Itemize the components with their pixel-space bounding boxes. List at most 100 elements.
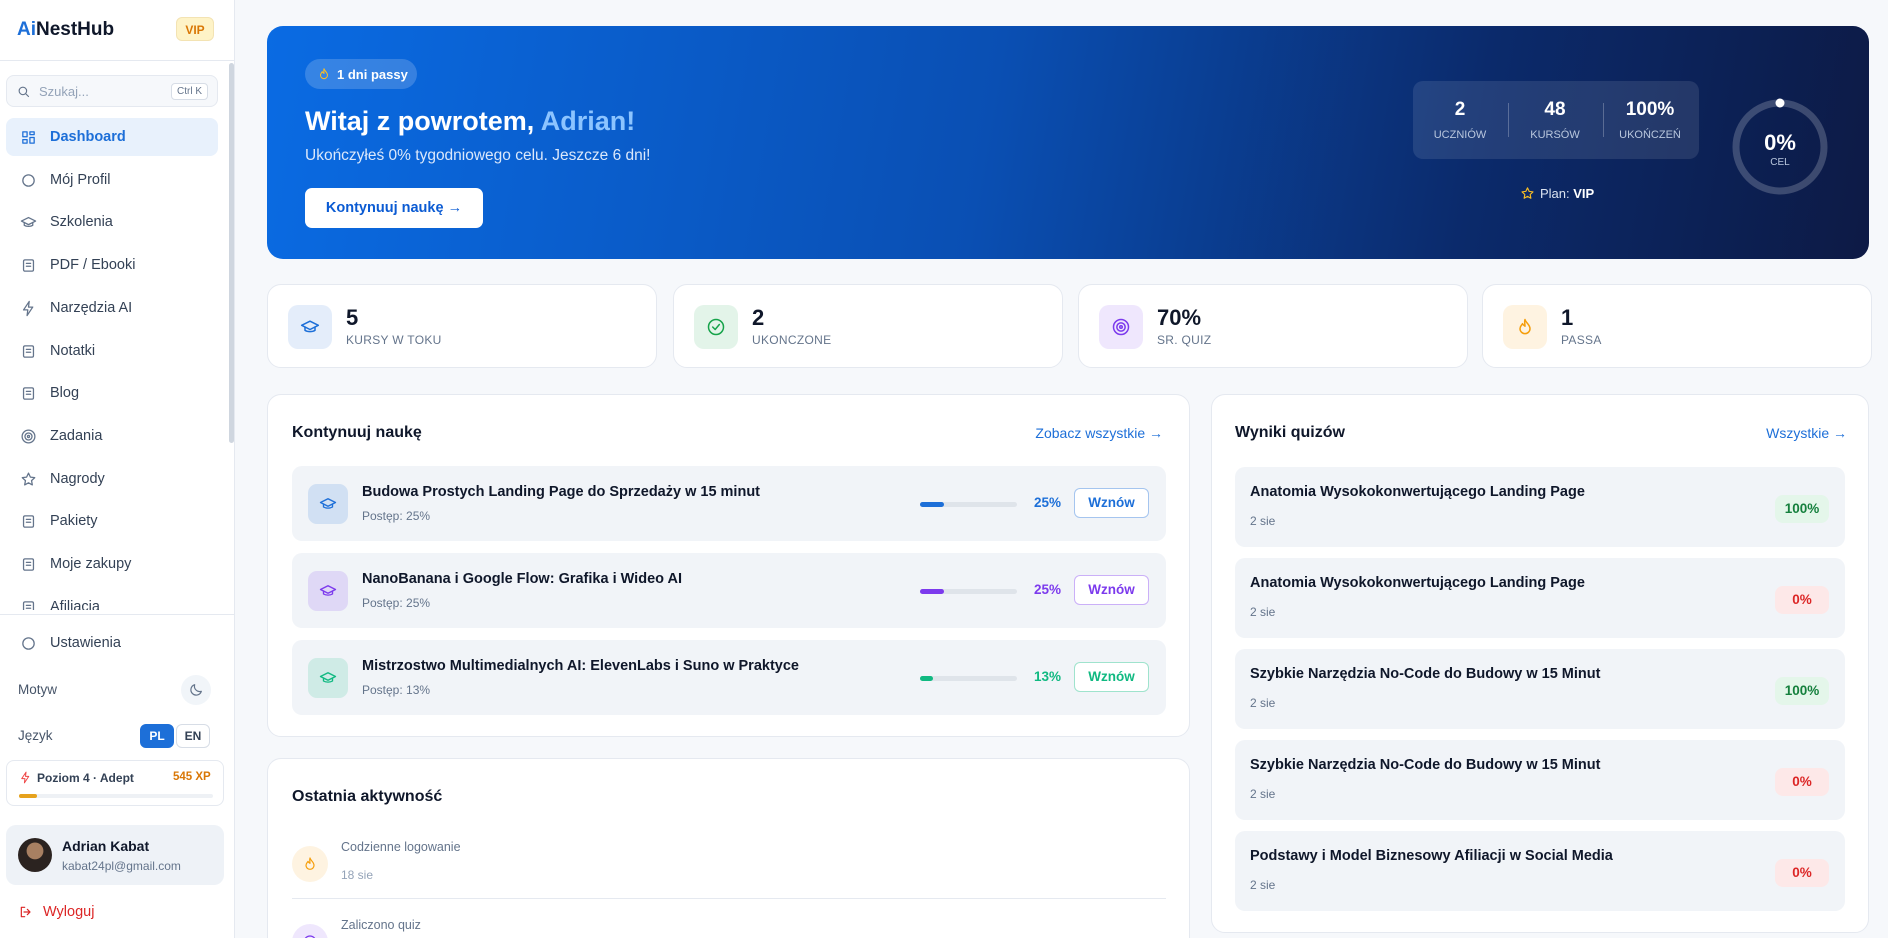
logo-ai: Ai: [17, 19, 36, 40]
panel-link[interactable]: Wszystkie →: [1766, 425, 1847, 441]
nav-item[interactable]: Szkolenia: [6, 203, 218, 241]
streak-badge: 1 dni passy: [305, 59, 417, 89]
stat-card: 2 UKONCZONE: [673, 284, 1063, 368]
stat-card: 70% SR. QUIZ: [1078, 284, 1468, 368]
panel-title: Wyniki quizów: [1235, 424, 1345, 441]
nav-label: Dashboard: [50, 129, 126, 145]
quiz-score: 0%: [1775, 859, 1829, 887]
progress-track: [920, 589, 1017, 594]
nav-icon: [20, 300, 37, 317]
stat-icon: [288, 305, 332, 349]
plan-icon-svg: [1521, 187, 1534, 199]
nav-icon: [20, 172, 37, 189]
course-row[interactable]: Budowa Prostych Landing Page do Sprzedaż…: [292, 466, 1166, 541]
resume-button[interactable]: Wznów: [1074, 575, 1149, 605]
nav-icon-svg: [22, 173, 35, 187]
nav-item[interactable]: Afiliacja: [6, 588, 218, 610]
hero-stat-value: 2: [1454, 99, 1466, 120]
search-box[interactable]: Szukaj... Ctrl K: [6, 75, 218, 107]
stat-value: 5: [346, 305, 359, 330]
nav-item[interactable]: Notatki: [6, 332, 218, 370]
course-icon-glyph: [319, 582, 337, 600]
plan-value: VIP: [1573, 186, 1595, 201]
quiz-panel: Wyniki quizów Wszystkie → Anatomia Wysokok…: [1211, 394, 1869, 933]
user-card[interactable]: Adrian Kabat kabat24pl@gmail.com: [6, 825, 224, 885]
panel-link[interactable]: Zobacz wszystkie →: [1035, 425, 1163, 441]
nav-icon: [20, 343, 37, 360]
nav-icon-svg: [21, 472, 36, 486]
stat-icon-glyph-svg: [1519, 318, 1531, 335]
quiz-row[interactable]: Podstawy i Model Biznesowy Afiliacji w S…: [1235, 831, 1845, 911]
nav-icon-svg: [22, 344, 35, 358]
activity-date: 18 sie: [341, 868, 374, 882]
theme-toggle[interactable]: [181, 675, 211, 705]
nav-icon: [20, 599, 37, 610]
nav-item[interactable]: Nagrody: [6, 460, 218, 498]
progress-label: 25%: [1033, 495, 1061, 510]
nav-label: Afiliacja: [50, 598, 100, 610]
nav-icon-svg: [22, 259, 35, 272]
activity-divider: [292, 898, 1166, 899]
nav-label: Blog: [50, 385, 80, 402]
search-shortcut: Ctrl K: [171, 83, 208, 100]
settings-item[interactable]: Ustawienia: [6, 628, 218, 660]
activity-icon-glyph: [302, 856, 318, 872]
progress-fill: [920, 676, 933, 681]
resume-button[interactable]: Wznów: [1074, 488, 1149, 518]
panel-title: Kontynuuj naukę: [292, 424, 422, 441]
search-icon: [16, 84, 31, 99]
nav-label: Szkolenia: [50, 214, 113, 231]
plan-text: Plan: VIP: [1540, 186, 1594, 201]
quiz-row[interactable]: Anatomia Wysokokonwertującego Landing Pa…: [1235, 558, 1845, 638]
nav-label: Nagrody: [50, 470, 105, 487]
hero-stat-divider: [1508, 103, 1509, 137]
resume-button[interactable]: Wznów: [1074, 662, 1149, 692]
stat-label: SR. QUIZ: [1157, 333, 1212, 347]
nav-item[interactable]: Zadania: [6, 417, 218, 455]
level-card: Poziom 4 · Adept 545 XP: [6, 760, 224, 806]
divider: [0, 614, 234, 615]
hero-button[interactable]: Kontynuuj naukę →: [305, 188, 483, 228]
course-row[interactable]: Mistrzostwo Multimedialnych AI: ElevenLa…: [292, 640, 1166, 715]
course-row[interactable]: NanoBanana i Google Flow: Grafika i Wide…: [292, 553, 1166, 628]
nav-icon: [20, 214, 37, 231]
nav-item[interactable]: Pakiety: [6, 502, 218, 540]
nav-item[interactable]: Narzędzia AI: [6, 289, 218, 327]
settings-icon-svg: [22, 637, 35, 650]
stat-icon-glyph: [300, 317, 320, 337]
nav-item[interactable]: Mój Profil: [6, 161, 218, 199]
logo[interactable]: AiNestHub: [17, 19, 114, 41]
goal-ring: 0% CEL: [1730, 97, 1830, 197]
hero-name: Adrian!: [540, 106, 636, 136]
activity-icon: [292, 846, 328, 882]
language-button[interactable]: EN: [176, 724, 210, 748]
quiz-row[interactable]: Szybkie Narzędzia No-Code do Budowy w 15…: [1235, 740, 1845, 820]
stat-icon-glyph: [706, 317, 726, 337]
nav-item[interactable]: Moje zakupy: [6, 545, 218, 583]
logout[interactable]: Wyloguj: [6, 899, 156, 925]
nav-item[interactable]: PDF / Ebooki: [6, 246, 218, 284]
quiz-row[interactable]: Anatomia Wysokokonwertującego Landing Pa…: [1235, 467, 1845, 547]
user-name: Adrian Kabat: [62, 838, 150, 854]
greeting: Witaj z powrotem,: [305, 106, 535, 136]
plan: Plan: VIP: [1520, 184, 1640, 204]
goal-ring-svg: [1732, 98, 1828, 195]
stat-icon-glyph: [1111, 317, 1131, 337]
progress-track: [920, 502, 1017, 507]
stat-label: KURSY W TOKU: [346, 333, 442, 347]
xp-fill: [19, 794, 37, 798]
logout-icon-svg: [20, 906, 31, 918]
course-icon-glyph-svg: [319, 672, 337, 683]
stat-icon: [694, 305, 738, 349]
quiz-score: 100%: [1775, 677, 1829, 705]
xp-track: [19, 794, 213, 798]
quiz-date: 2 sie: [1250, 878, 1276, 892]
nav-item[interactable]: Dashboard: [6, 118, 218, 156]
nav-item[interactable]: Blog: [6, 374, 218, 412]
stat-value: 70%: [1157, 305, 1202, 330]
language-button[interactable]: PL: [140, 724, 174, 748]
progress-fill: [920, 589, 945, 594]
stat-icon-glyph-svg: [707, 318, 725, 336]
quiz-row[interactable]: Szybkie Narzędzia No-Code do Budowy w 15…: [1235, 649, 1845, 729]
